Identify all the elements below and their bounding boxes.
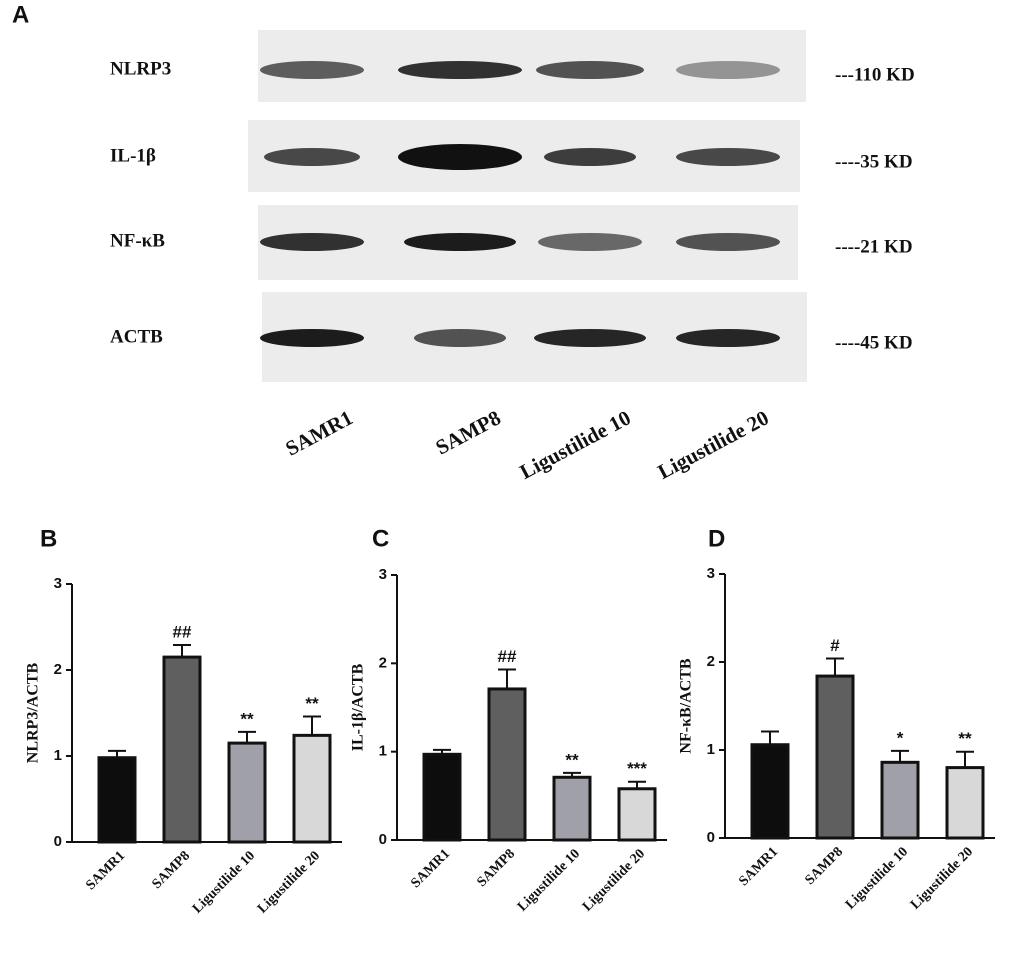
- y-axis-label: NF-κB/ACTB: [678, 658, 695, 753]
- blot-band: [538, 233, 642, 251]
- protein-label: NLRP3: [110, 58, 171, 79]
- protein-label: IL-1β: [110, 145, 156, 166]
- size-label: ----21 KD: [835, 236, 913, 257]
- bar: [162, 655, 202, 844]
- x-tick-label: Ligustilide 10: [843, 844, 911, 912]
- bar: [227, 741, 267, 844]
- y-tick-label: 1: [707, 741, 715, 758]
- significance-label: ***: [627, 759, 647, 778]
- lane-label: Ligustilide 20: [654, 405, 773, 483]
- lane-label: SAMR1: [281, 405, 356, 460]
- y-axis-label: NLRP3/ACTB: [25, 662, 42, 763]
- bar: [487, 687, 527, 842]
- x-tick-label: SAMP8: [802, 844, 846, 888]
- y-axis-label: IL-1β/ACTB: [350, 663, 367, 751]
- lane-label: SAMP8: [432, 405, 505, 459]
- y-tick-label: 0: [707, 829, 715, 846]
- significance-label: ##: [173, 623, 192, 642]
- lane-label: Ligustilide 10: [516, 405, 635, 483]
- bar: [552, 775, 592, 842]
- x-tick-label: Ligustilide 20: [908, 844, 976, 912]
- blot-band: [544, 148, 636, 166]
- y-tick-label: 1: [379, 743, 387, 760]
- blot-band: [676, 148, 780, 166]
- x-tick-label: SAMR1: [408, 846, 453, 891]
- y-tick-label: 0: [379, 831, 387, 848]
- panel-label: A: [12, 1, 29, 28]
- significance-label: **: [565, 750, 579, 769]
- blot-band: [534, 329, 646, 347]
- panel-label: B: [40, 525, 57, 552]
- protein-label: NF-κB: [110, 230, 165, 251]
- size-label: ---110 KD: [835, 64, 915, 85]
- blot-band: [264, 148, 360, 166]
- significance-label: **: [240, 709, 254, 728]
- significance-label: **: [305, 694, 319, 713]
- bar: [292, 733, 332, 844]
- significance-label: #: [830, 636, 840, 655]
- x-tick-label: Ligustilide 20: [255, 848, 323, 916]
- bar: [750, 743, 790, 840]
- y-tick-label: 2: [54, 661, 62, 678]
- x-tick-label: Ligustilide 20: [580, 846, 648, 914]
- x-tick-label: SAMP8: [149, 848, 193, 892]
- blot-band: [398, 144, 522, 170]
- blot-band: [676, 329, 780, 347]
- x-tick-label: SAMP8: [474, 846, 518, 890]
- y-tick-label: 0: [54, 833, 62, 850]
- y-tick-label: 1: [54, 747, 62, 764]
- size-label: ----35 KD: [835, 151, 913, 172]
- bar: [880, 760, 920, 840]
- bar: [815, 674, 855, 840]
- blot-band: [404, 233, 516, 251]
- x-tick-label: Ligustilide 10: [515, 846, 583, 914]
- size-label: ----45 KD: [835, 332, 913, 353]
- blot-band: [536, 61, 644, 79]
- y-tick-label: 3: [379, 566, 387, 583]
- blot-band: [676, 61, 780, 79]
- blot-band: [414, 329, 506, 347]
- y-tick-label: 2: [707, 653, 715, 670]
- panel-label: D: [708, 525, 725, 552]
- bar: [422, 752, 462, 842]
- blot-band: [260, 61, 364, 79]
- significance-label: ##: [498, 647, 517, 666]
- y-tick-label: 2: [379, 654, 387, 671]
- y-tick-label: 3: [54, 575, 62, 592]
- blot-band: [676, 233, 780, 251]
- protein-label: ACTB: [110, 326, 163, 347]
- panel-label: C: [372, 525, 389, 552]
- x-tick-label: Ligustilide 10: [190, 848, 258, 916]
- x-tick-label: SAMR1: [83, 848, 128, 893]
- bar: [97, 756, 137, 844]
- bar: [617, 787, 657, 842]
- bar: [945, 766, 985, 840]
- significance-label: *: [897, 728, 904, 747]
- significance-label: **: [958, 729, 972, 748]
- x-tick-label: SAMR1: [736, 844, 781, 889]
- y-tick-label: 3: [707, 565, 715, 582]
- blot-band: [260, 233, 364, 251]
- blot-band: [398, 61, 522, 79]
- blot-band: [260, 329, 364, 347]
